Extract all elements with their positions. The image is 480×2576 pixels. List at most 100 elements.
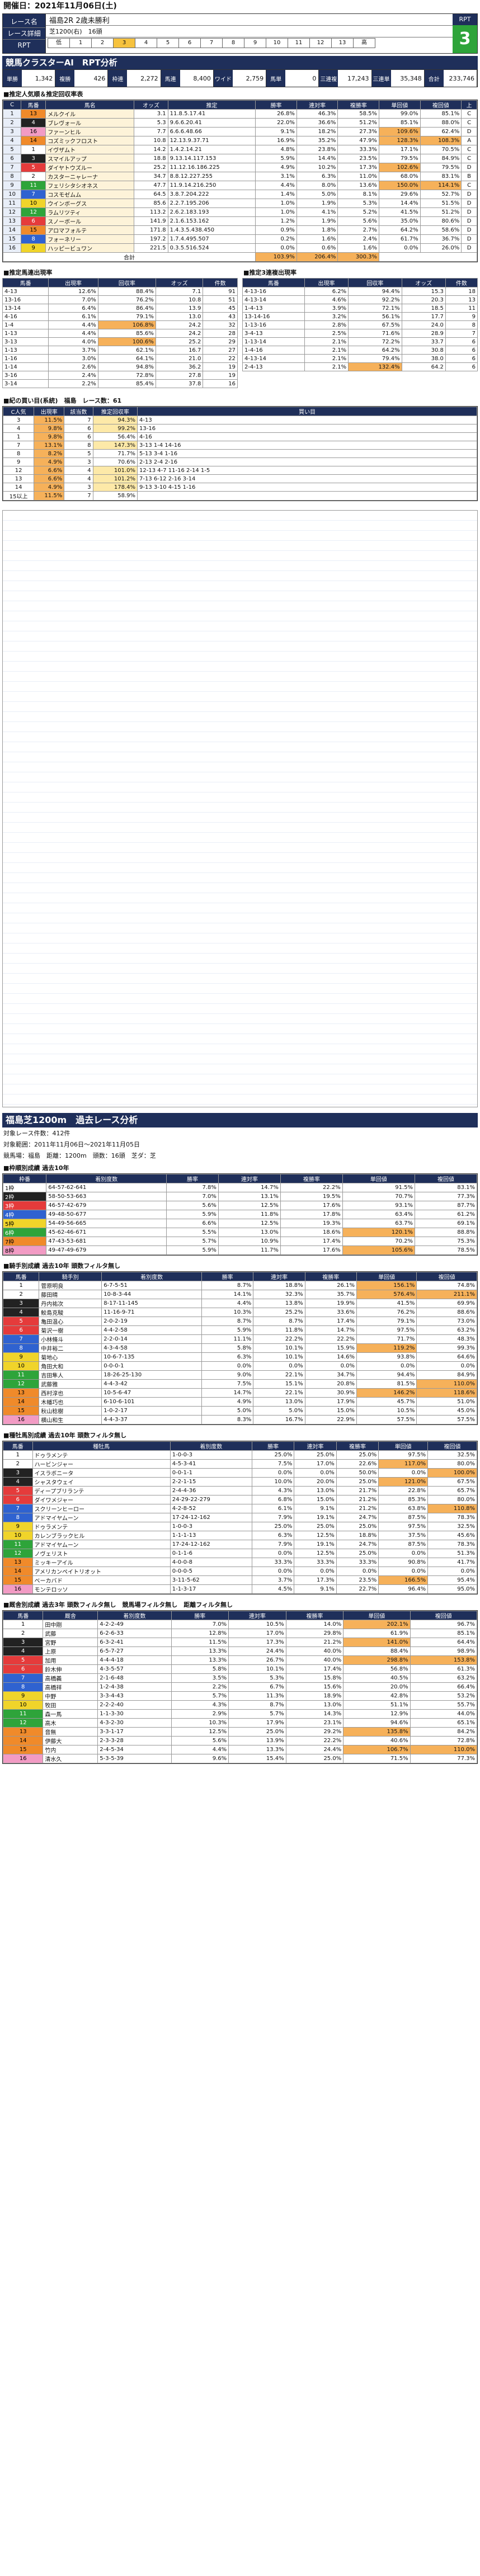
trainer-cell: 3-3-4-43 [97,1691,172,1701]
waku-cell: 17.4% [280,1237,343,1246]
trainer-row: 10 牧田 2-2-2-40 4.3% 8.7% 13.0% 51.1% 55.7% [2,1700,478,1710]
sire-cell: 166.5% [378,1575,429,1585]
pop-cell: 4.8% [255,145,297,154]
jockey-row: 7 小林脩斗 2-2-0-14 11.1% 22.2% 22.2% 71.7% 48.3% [2,1334,477,1344]
waku-cell: 120.1% [342,1228,415,1237]
trainer-cell: 106.7% [343,1745,411,1754]
trainer-cell: 17.4% [285,1664,344,1674]
sire-cell: 95.4% [427,1575,477,1585]
rpt-scale-box: 13 [331,38,354,48]
baren-row: 13-14 6.4% 86.4% 13.9 45 [2,304,238,313]
pop-cell: 61.7% [379,234,421,244]
baren-cell: 1-16 [2,354,49,363]
trainer-cell: 高橋義 [43,1673,98,1683]
sanren-cell: 2.1% [304,346,349,355]
odds-key: 枠連 [108,70,128,87]
pop-cell: 1.9% [296,216,338,226]
pop-cell: D [461,127,477,136]
trainer-cell: 3.5% [171,1673,229,1683]
pop-cell: 2 [21,172,46,181]
pop-total-row: 合計 103.9% 206.4% 300.3% [2,252,477,262]
kakoyo-cell: 94.3% [92,416,138,424]
kakoyo-cell: 147.3% [92,441,138,450]
baren-table: 馬番 出現率 回収率 オッズ 件数 4-13 12.6% 88.4% 7.1 91 13-16 7.0… [2,278,238,388]
sire-cell: イスラボニータ [32,1468,171,1478]
kakoyo-cell: 14 [2,483,35,492]
pop-cell: D [461,234,477,244]
jockey-cell: 30.9% [304,1388,357,1398]
pop-header: 複勝率 [337,100,380,110]
pop-cell: D [461,207,477,217]
trainer-cell: 武藤 [43,1629,98,1638]
kakoyo-cell: 6 [64,424,93,433]
jockey-cell: 576.4% [356,1290,417,1299]
odds-value: 2,759 [233,70,267,87]
pop-total-value: 300.3% [337,252,380,262]
sire-cell: 1 [3,1450,33,1460]
jockey-cell: 4-3-4-58 [101,1343,202,1353]
trainer-cell: 1-2-4-38 [97,1682,172,1692]
sire-cell: 25.0% [336,1549,379,1558]
waku-cell: 7.0% [166,1192,219,1201]
pop-row: 8 2 カスターニャレーナ 34.7 8.8.12.227.255 3.1% 6.3% 11.… [2,172,477,181]
sanren-cell: 2.5% [304,329,349,338]
pop-cell: 0.0% [379,243,421,253]
jockey-row: 4 鮫島克駿 11-16-9-71 10.3% 25.2% 33.6% 76.2% 88.6% [2,1308,477,1317]
jockey-row: 12 武藤雅 4-4-3-42 7.5% 15.1% 20.8% 81.5% 110.0% [2,1379,477,1389]
sanren-cell: 6 [445,337,478,346]
pop-cell: 4 [21,118,46,128]
sire-cell: 17-24-12-162 [170,1540,252,1549]
sire-cell: 14 [3,1567,33,1576]
sire-cell: 9.1% [294,1504,337,1513]
jockey-cell: 73.0% [416,1317,477,1326]
sire-cell: 7.9% [251,1540,295,1549]
trainer-cell: 6-3-2-41 [97,1638,172,1647]
rpt-scale-box: 3 [113,38,135,48]
trainer-cell: 4-3-2-30 [97,1718,172,1728]
baren-row: 4-16 6.1% 79.1% 13.0 43 [2,312,238,321]
sire-cell: 100.0% [427,1468,477,1478]
trainer-cell: 12.8% [171,1629,229,1638]
waku-row: 1枠 64-57-62-641 7.8% 14.7% 22.2% 91.5% 83.1% [2,1183,478,1192]
jockey-cell: 18-26-25-130 [101,1370,202,1380]
pop-cell: 1.8% [296,225,338,235]
pop-cell: 1.4.3.5.438.450 [167,225,256,235]
odds-value: 2,272 [127,70,161,87]
section2-line-3: 競馬場：福島 距離：1200m 頭数：16頭 芝ダ：芝 [3,1152,156,1159]
baren-cell: 28 [203,329,238,338]
pop-row: 3 16 ファーンヒル 7.7 6.6.6.48.66 9.1% 18.2% 27.3% 109… [2,127,477,136]
sire-cell: 80.0% [427,1495,477,1504]
jockey-cell: 33.6% [304,1308,357,1317]
trainer-cell: 88.4% [343,1646,411,1656]
pop-row: 7 5 ダイヤトウズルー 25.2 11.12.16.186.225 4.9% 10.2% 1… [2,163,477,172]
pop-cell: 14.2 [134,145,168,154]
jockey-cell: 10-5-6-47 [101,1388,202,1398]
sire-header: 馬番 [3,1441,33,1451]
waku-row: 8枠 49-47-49-679 5.9% 11.7% 17.6% 105.6% 78.5% [2,1245,478,1255]
baren-cell: 85.4% [97,379,156,388]
baren-cell: 64.1% [97,354,156,363]
jockey-cell: 19.9% [304,1299,357,1308]
pop-cell: 3 [2,127,22,136]
pop-cell: 4.9% [255,163,297,172]
odds-key: 三連複 [319,70,338,87]
pop-cell: フォーネリー [45,234,135,244]
sanren-cell: 2.1% [304,337,349,346]
pop-cell: 4 [2,136,22,145]
sire-cell: 63.8% [378,1504,429,1513]
jockey-header: 単回値 [356,1272,417,1281]
sanren-table: 馬番 出現率 回収率 オッズ 件数 4-13-16 6.2% 94.4% 15.3 18 4-13-… [242,278,478,371]
sire-cell: 22.7% [336,1584,379,1594]
baren-cell: 36.2 [155,362,204,371]
jockey-row: 11 吉田隼人 18-26-25-130 9.0% 22.1% 34.7% 94.4% 84.… [2,1370,477,1380]
trainer-cell: 153.8% [410,1655,478,1665]
rpt-scale-box: 7 [200,38,223,48]
jockey-cell: 99.3% [416,1343,477,1353]
baren-cell: 19 [203,371,238,380]
trainer-cell: 伊藤大 [43,1736,98,1745]
baren-header: 馬番 [2,278,49,287]
sire-cell: 97.5% [378,1522,429,1531]
trainer-cell: 84.2% [410,1727,478,1737]
baren-cell: 85.6% [97,329,156,338]
trainer-cell: 6.7% [228,1682,286,1692]
